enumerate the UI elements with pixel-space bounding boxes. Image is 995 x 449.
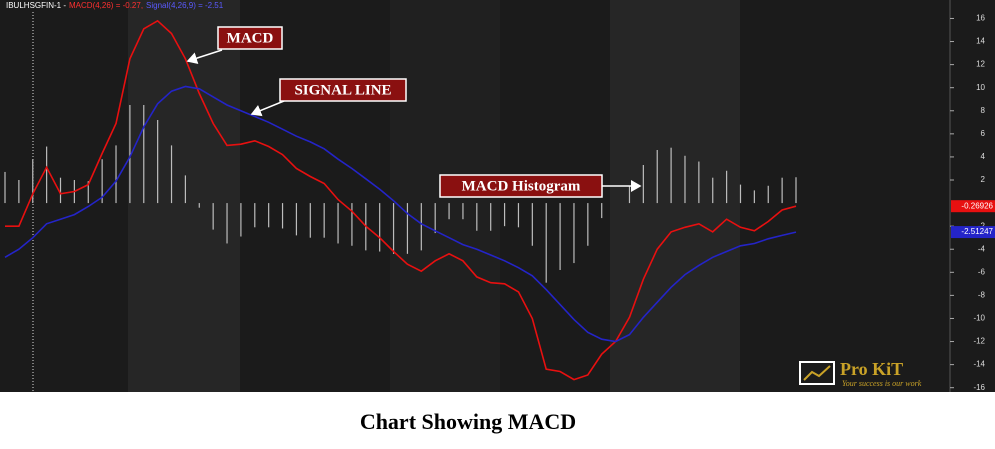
y-tick-label: 6	[981, 129, 986, 138]
last-value-box	[951, 200, 995, 213]
y-tick-label: -14	[973, 360, 985, 369]
annotation-box	[439, 174, 603, 198]
y-tick-label: -4	[978, 244, 986, 253]
y-tick-label: -8	[978, 290, 986, 299]
series-line	[5, 19, 797, 381]
annotation: SIGNAL LINE	[294, 82, 391, 98]
y-tick-label: 4	[981, 152, 986, 161]
y-tick-label: -12	[973, 337, 985, 346]
last-value-label: -2.51247	[961, 227, 993, 236]
header-part: MACD(4,26) = -0.27,	[69, 1, 143, 10]
y-tick-label: -6	[978, 267, 986, 276]
logo-icon	[799, 361, 835, 385]
series-line	[4, 85, 797, 343]
y-tick-label: 12	[976, 60, 985, 69]
logo-tagline: Your success is our work	[842, 379, 922, 388]
y-tick-label: 14	[976, 37, 985, 46]
y-tick-label: -2	[978, 221, 986, 230]
logo-name: Pro KiT	[840, 359, 903, 379]
annotation: MACD	[227, 30, 274, 46]
y-tick-label: 8	[981, 106, 986, 115]
caption: Chart Showing MACD	[360, 409, 576, 434]
header-part: Signal(4,26,9) = -2.51	[146, 1, 224, 10]
header: IBULHSGFIN-1 - MACD(4,26) = -0.27, Signal(…	[6, 1, 224, 10]
y-tick-label: -16	[973, 383, 985, 392]
annotation-box	[279, 78, 407, 102]
band	[128, 0, 240, 392]
annotation: MACD Histogram	[462, 178, 581, 194]
annotation-arrow	[186, 49, 223, 64]
y-tick-label: -10	[973, 314, 985, 323]
logo-icon	[803, 365, 831, 381]
annotation-arrow	[250, 100, 285, 117]
band	[610, 0, 740, 392]
last-value-box	[951, 226, 995, 239]
y-tick-label: 2	[981, 175, 986, 184]
last-value-label: -0.26926	[961, 201, 993, 210]
header-part: IBULHSGFIN-1 -	[6, 1, 66, 10]
y-tick-label: 16	[976, 14, 985, 23]
annotation-box	[217, 26, 283, 50]
y-tick-label: 10	[976, 83, 985, 92]
